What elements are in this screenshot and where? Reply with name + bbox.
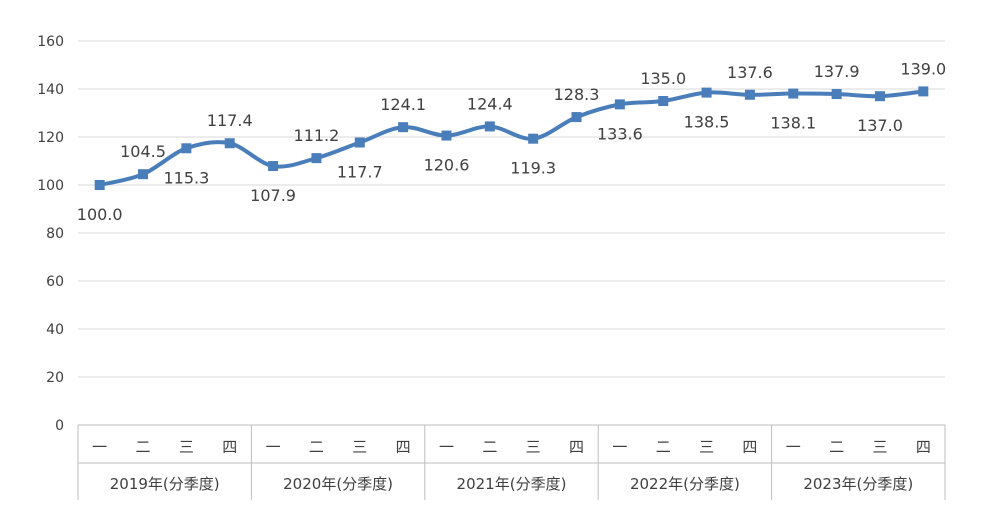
data-point-marker	[224, 138, 235, 149]
data-label: 135.0	[640, 69, 686, 88]
y-tick-label: 120	[37, 130, 64, 146]
data-label: 137.0	[857, 116, 903, 135]
x-tick-label: 一	[612, 438, 627, 456]
data-point-marker	[831, 89, 842, 100]
data-point-marker	[744, 89, 755, 100]
x-tick-label: 二	[829, 438, 844, 456]
x-tick-label: 二	[482, 438, 497, 456]
data-point-marker	[874, 91, 885, 102]
y-tick-label: 140	[37, 82, 64, 98]
y-tick-label: 20	[46, 370, 64, 386]
data-label: 119.3	[510, 159, 556, 178]
data-point-marker	[441, 130, 452, 141]
y-tick-label: 160	[37, 34, 64, 50]
data-point-marker	[528, 133, 539, 144]
x-group-label: 2022年(分季度)	[630, 475, 740, 493]
data-point-marker	[658, 96, 669, 106]
data-point-marker	[181, 143, 192, 154]
data-label: 111.2	[294, 126, 340, 145]
data-point-marker	[484, 121, 495, 132]
x-tick-label: 一	[266, 438, 281, 456]
x-tick-label: 一	[786, 438, 801, 456]
data-label: 138.5	[684, 113, 730, 132]
data-point-marker	[701, 87, 712, 98]
x-tick-label: 三	[179, 438, 194, 456]
data-label: 100.0	[77, 205, 123, 224]
y-tick-label: 60	[46, 274, 64, 290]
data-point-marker	[918, 86, 929, 97]
data-point-marker	[138, 169, 149, 180]
x-tick-label: 四	[396, 438, 411, 456]
x-tick-label: 四	[222, 438, 237, 456]
data-label: 107.9	[250, 186, 296, 205]
data-label: 124.1	[380, 95, 426, 114]
data-label: 104.5	[120, 142, 166, 161]
y-tick-label: 0	[55, 418, 64, 434]
data-point-marker	[571, 112, 582, 123]
data-point-marker	[268, 161, 279, 172]
x-tick-label: 一	[439, 438, 454, 456]
data-label: 117.7	[337, 163, 383, 182]
x-tick-label: 二	[309, 438, 324, 456]
x-tick-label: 四	[569, 438, 584, 456]
data-label: 133.6	[597, 124, 643, 143]
data-label: 117.4	[207, 111, 253, 130]
x-group-label: 2020年(分季度)	[283, 475, 393, 493]
y-tick-label: 100	[37, 178, 64, 194]
x-tick-label: 三	[352, 438, 367, 456]
x-tick-label: 四	[916, 438, 931, 456]
x-tick-label: 二	[136, 438, 151, 456]
x-tick-label: 三	[872, 438, 887, 456]
x-tick-label: 三	[699, 438, 714, 456]
data-point-marker	[311, 153, 322, 164]
data-point-marker	[788, 88, 799, 99]
data-label: 124.4	[467, 94, 513, 113]
data-point-marker	[398, 122, 409, 133]
y-tick-label: 40	[46, 322, 64, 338]
data-label: 120.6	[424, 156, 470, 175]
data-label: 138.1	[770, 114, 816, 133]
x-group-label: 2019年(分季度)	[110, 475, 220, 493]
x-tick-label: 四	[742, 438, 757, 456]
data-point-marker	[614, 99, 625, 110]
data-point-marker	[94, 180, 105, 190]
x-tick-label: 三	[526, 438, 541, 456]
data-point-marker	[354, 137, 365, 148]
x-tick-label: 一	[92, 438, 107, 456]
x-group-label: 2023年(分季度)	[803, 475, 913, 493]
x-group-label: 2021年(分季度)	[457, 475, 567, 493]
data-label: 137.6	[727, 63, 773, 82]
data-label: 139.0	[900, 59, 946, 78]
x-tick-label: 二	[656, 438, 671, 456]
data-label: 128.3	[554, 85, 600, 104]
data-label: 115.3	[163, 168, 209, 187]
data-label: 137.9	[814, 62, 860, 81]
y-tick-label: 80	[46, 226, 64, 242]
